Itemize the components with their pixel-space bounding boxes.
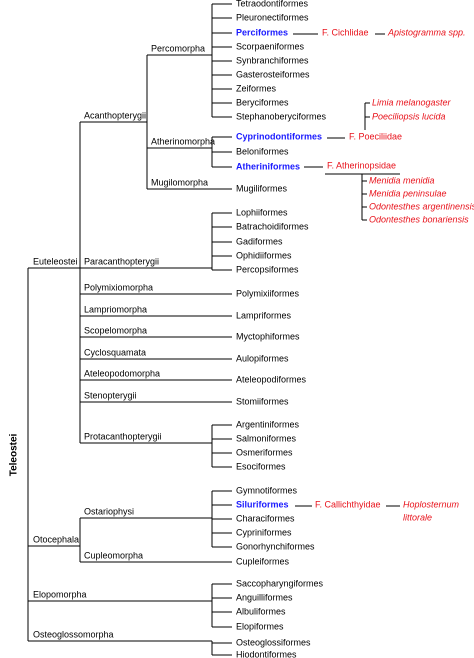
- order-label: Gasterosteiformes: [236, 69, 310, 79]
- order-label: Polymixiiformes: [236, 288, 300, 298]
- order-label: Ateleopodiformes: [236, 374, 307, 384]
- order-label: Lophiiformes: [236, 207, 288, 217]
- order-label: Tetraodontiformes: [236, 0, 309, 8]
- order-label: Anguilliformes: [236, 592, 293, 602]
- clade-label: Ostariophysi: [84, 506, 134, 516]
- species-label: Hoplosternum: [403, 499, 460, 509]
- order-label: Percopsiformes: [236, 264, 299, 274]
- species-label: Odontesthes argentinensis: [369, 201, 474, 211]
- species-label: Menidia menidia: [369, 175, 435, 185]
- order-label: Gonorhynchiformes: [236, 541, 315, 551]
- order-label: Siluriformes: [236, 499, 289, 509]
- order-label: Scorpaeniformes: [236, 41, 305, 51]
- order-label: Cyprinodontiformes: [236, 131, 322, 141]
- clade-label: Elopomorpha: [33, 589, 87, 599]
- order-label: Salmoniformes: [236, 433, 297, 443]
- order-label: Saccopharyngiformes: [236, 578, 324, 588]
- clade-label: Cyclosquamata: [84, 347, 146, 357]
- order-label: Ophidiiformes: [236, 250, 292, 260]
- clade-label: Scopelomorpha: [84, 325, 147, 335]
- order-label: Hiodontiformes: [236, 649, 297, 658]
- clade-label: Lampriomorpha: [84, 304, 147, 314]
- species-label: Poeciliopsis lucida: [372, 111, 446, 121]
- clade-label: Cupleomorpha: [84, 550, 143, 560]
- order-label: Cypriniformes: [236, 527, 292, 537]
- order-label: Beloniformes: [236, 146, 289, 156]
- family-label: F. Callichthyidae: [315, 499, 381, 509]
- order-label: Characiformes: [236, 513, 295, 523]
- family-label: F. Poeciliidae: [349, 131, 402, 141]
- clade-label: Otocephala: [33, 534, 79, 544]
- order-label: Cupleiformes: [236, 556, 290, 566]
- clade-label: Polymixiomorpha: [84, 282, 153, 292]
- species-label: Limia melanogaster: [372, 97, 452, 107]
- order-label: Perciformes: [236, 27, 288, 37]
- order-label: Gadiformes: [236, 236, 283, 246]
- order-label: Atheriniformes: [236, 161, 300, 171]
- order-label: Argentiniformes: [236, 419, 300, 429]
- species-label: littorale: [403, 512, 432, 522]
- order-label: Zeiformes: [236, 83, 277, 93]
- order-label: Myctophiformes: [236, 331, 300, 341]
- family-label: F. Atherinopsidae: [327, 160, 396, 170]
- species-label: Odontesthes bonariensis: [369, 214, 469, 224]
- clade-label: Stenopterygii: [84, 390, 137, 400]
- order-label: Aulopiformes: [236, 353, 289, 363]
- order-label: Mugiliformes: [236, 183, 288, 193]
- order-label: Albuliformes: [236, 606, 286, 616]
- species-label: Menidia peninsulae: [369, 188, 447, 198]
- species-label: Apistogramma spp.: [387, 27, 466, 37]
- root-label: Teleostei: [9, 433, 20, 476]
- clade-label: Atherinomorpha: [151, 136, 215, 146]
- order-label: Elopiformes: [236, 621, 284, 631]
- clade-label: Ateleopodomorpha: [84, 368, 160, 378]
- clade-label: Mugilomorpha: [151, 177, 208, 187]
- order-label: Stomiiformes: [236, 396, 289, 406]
- order-label: Gymnotiformes: [236, 485, 298, 495]
- order-label: Esociformes: [236, 461, 286, 471]
- order-label: Synbranchiformes: [236, 55, 309, 65]
- clade-label: Acanthopterygii: [84, 110, 146, 120]
- family-label: F. Cichlidae: [322, 27, 369, 37]
- order-label: Pleuronectiformes: [236, 12, 309, 22]
- order-label: Batrachoidiformes: [236, 221, 309, 231]
- order-label: Osteoglossiformes: [236, 637, 311, 647]
- order-label: Beryciformes: [236, 97, 289, 107]
- order-label: Osmeriformes: [236, 447, 293, 457]
- clade-label: Protacanthopterygii: [84, 431, 162, 441]
- clade-label: Euteleostei: [33, 256, 78, 266]
- clade-label: Osteoglossomorpha: [33, 629, 114, 639]
- clade-label: Percomorpha: [151, 43, 205, 53]
- order-label: Lampriformes: [236, 310, 292, 320]
- order-label: Stephanoberyciformes: [236, 111, 327, 121]
- clade-label: Paracanthopterygii: [84, 256, 159, 266]
